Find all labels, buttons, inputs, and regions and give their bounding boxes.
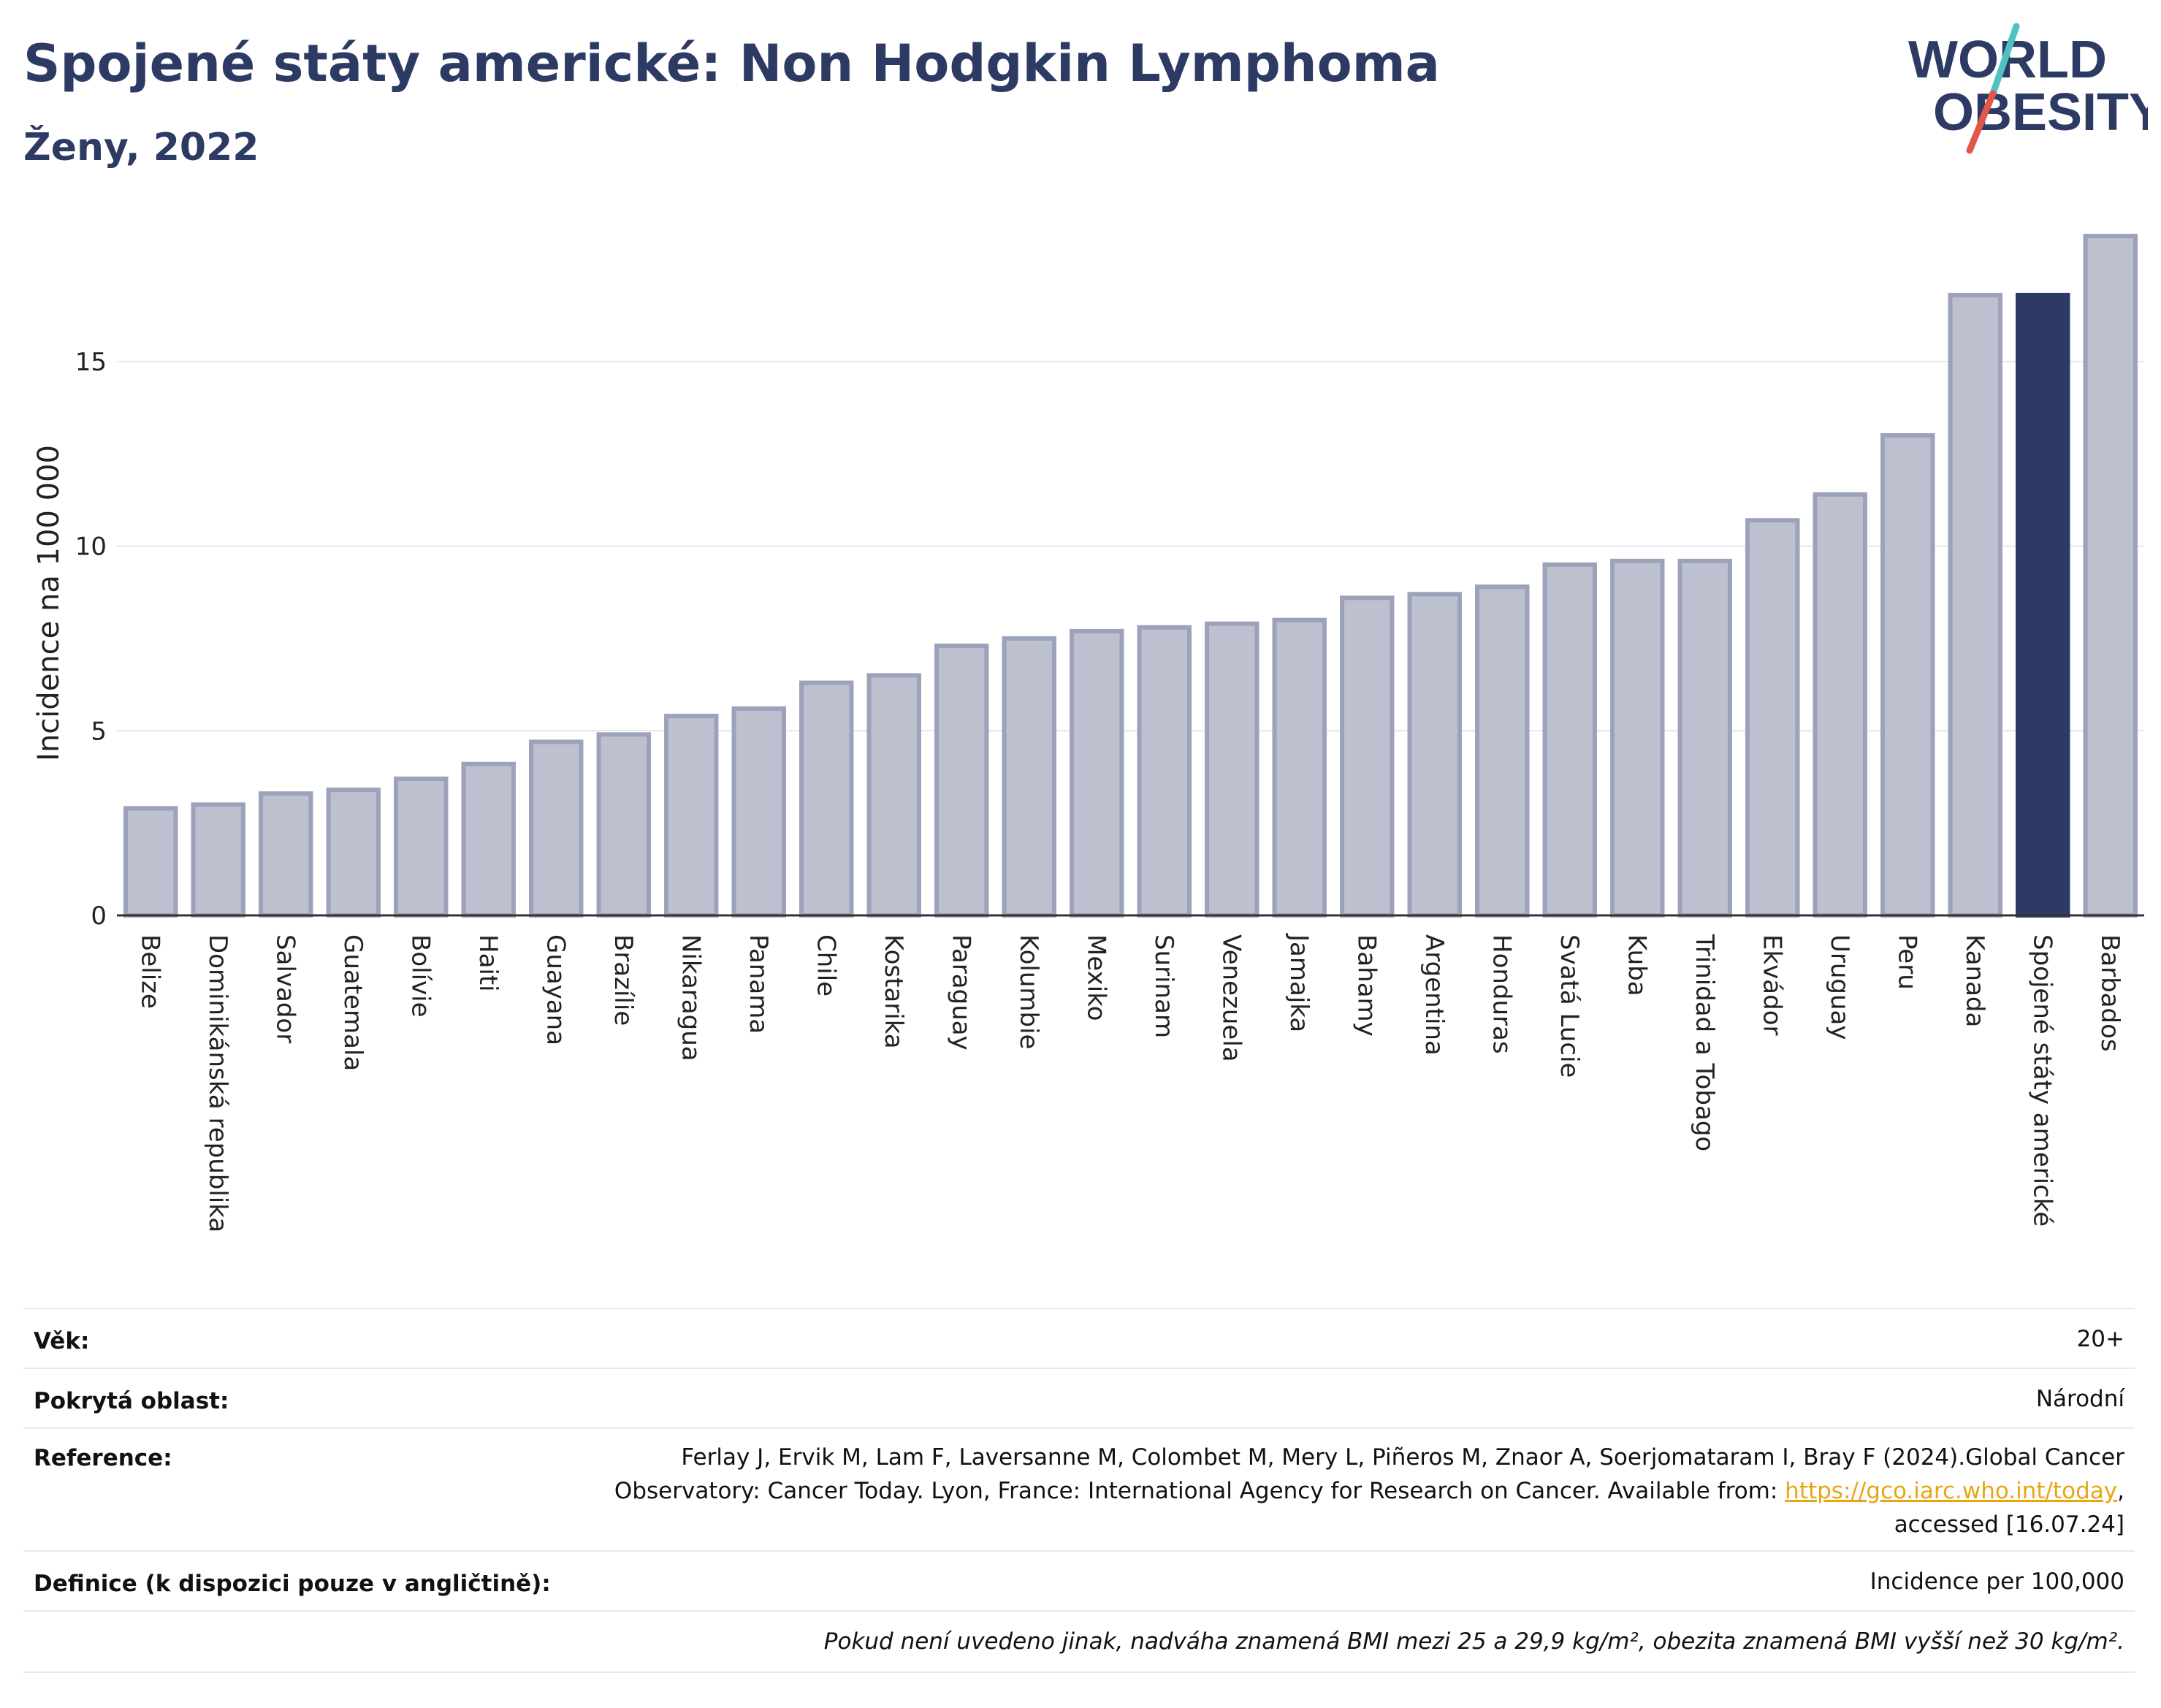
bar [259,791,313,918]
bar [664,714,719,918]
x-tick-label: Mexiko [1081,934,1110,1021]
bar [529,739,584,918]
bar [1880,432,1935,918]
x-tick-label: Peru [1892,934,1921,990]
x-tick-label: Paraguay [946,934,975,1051]
reference-line-2-suffix: , [2117,1478,2124,1504]
bar [326,788,381,918]
bar [1272,617,1327,918]
bar [2083,234,2138,918]
bar [1813,492,1867,918]
meta-row-note: Pokud není uvedeno jinak, nadváha znamen… [23,1610,2135,1673]
reference-value: Ferlay J, Ervik M, Lam F, Laversanne M, … [614,1441,2124,1541]
bar [1745,518,1800,918]
reference-line-3: accessed [16.07.24] [1894,1511,2124,1538]
x-tick-label: Bolívie [405,934,435,1018]
bar [1137,625,1192,918]
area-value: Národní [2035,1386,2124,1412]
x-tick-label: Brazílie [609,934,638,1026]
x-tick-label: Venezuela [1216,934,1246,1062]
y-tick-label: 0 [91,901,107,931]
y-tick-label: 5 [91,717,107,746]
y-tick-label: 15 [75,348,107,377]
category-labels: Belize Dominikánská republika Salvador Guat… [135,933,2124,1232]
x-tick-label: Chile [811,934,840,996]
bar [1340,595,1395,918]
bar [866,673,921,918]
reference-label: Reference: [34,1445,172,1471]
bar-highlight [2016,292,2070,918]
meta-row-reference: Reference: Ferlay J, Ervik M, Lam F, Lav… [23,1427,2135,1552]
logo-slash-teal [1989,23,2020,97]
x-tick-label: Argentina [1419,934,1449,1056]
x-tick-label: Barbados [2095,934,2124,1052]
x-tick-label: Kolumbie [1014,934,1043,1049]
bar [799,680,854,918]
bars [123,234,2138,918]
world-obesity-logo: WORLD OBESITY [1908,23,2148,154]
bmi-note: Pokud není uvedeno jinak, nadváha znamen… [823,1628,2124,1655]
x-tick-label: Belize [135,934,164,1009]
bar [934,644,989,918]
x-tick-label: Svatá Lucie [1555,934,1584,1078]
area-label: Pokrytá oblast: [34,1388,229,1414]
x-tick-label: Bahamy [1352,934,1381,1037]
x-tick-label: Nikaragua [676,934,705,1061]
x-tick-label: Trinidad a Tobago [1690,934,1719,1151]
metadata-table: Věk: 20+ Pokrytá oblast: Národní Referen… [23,1308,2135,1702]
reference-line-2-text: Observatory: Cancer Today. Lyon, France:… [614,1478,1785,1504]
bar [1475,584,1530,918]
bar [1407,592,1462,918]
x-tick-label: Guayana [541,934,570,1045]
logo-slash-red [1966,90,1997,154]
bar [394,777,449,918]
meta-row-definition: Definice (k dispozici pouze v angličtině… [23,1550,2135,1612]
x-tick-label: Guatemala [338,934,367,1071]
bar [123,806,178,918]
reference-line-2: Observatory: Cancer Today. Lyon, France:… [614,1474,2124,1508]
x-tick-label: Ekvádor [1757,934,1786,1036]
x-tick-label: Haiti [473,934,503,992]
bar [461,761,516,918]
bar [731,706,786,918]
x-tick-label: Kuba [1622,934,1651,996]
y-axis-label: Incidence na 100 000 [32,445,66,761]
reference-line-1: Ferlay J, Ervik M, Lam F, Laversanne M, … [681,1444,2124,1471]
x-tick-label: Uruguay [1825,934,1854,1040]
bar [1948,292,2002,918]
grid-lines [117,360,2144,732]
bar [1677,558,1732,918]
meta-row-area: Pokrytá oblast: Národní [23,1368,2135,1429]
page-title: Spojené státy americké: Non Hodgkin Lymp… [23,34,1440,94]
bar [1070,628,1124,918]
x-tick-label: Salvador [270,934,300,1043]
definition-label: Definice (k dispozici pouze v angličtině… [34,1571,551,1597]
reference-link[interactable]: https://gco.iarc.who.int/today [1785,1478,2118,1504]
definition-value: Incidence per 100,000 [1870,1568,2124,1595]
bar [1542,562,1597,918]
bar [596,732,651,918]
axes: 0 5 10 15 Incidence na 100 000 [32,348,2144,931]
x-tick-label: Surinam [1149,934,1178,1038]
bar [1002,636,1056,918]
bar-chart: 0 5 10 15 Incidence na 100 000 Belize Dominik… [32,234,2144,1232]
page-subtitle: Ženy, 2022 [23,126,259,169]
meta-row-age: Věk: 20+ [23,1308,2135,1369]
age-label: Věk: [34,1328,90,1354]
logo-text-obesity: OBESITY [1933,83,2148,142]
x-tick-label: Panama [744,934,773,1034]
x-tick-label: Jamajka [1284,933,1314,1032]
x-tick-label: Dominikánská republika [203,934,232,1232]
bar [191,802,245,918]
x-tick-label: Kostarika [879,934,908,1049]
bar [1205,621,1259,918]
x-tick-label: Honduras [1487,934,1516,1054]
bar [1610,558,1665,918]
y-tick-label: 10 [75,533,107,562]
x-tick-label: Kanada [1960,934,1989,1027]
age-value: 20+ [2076,1326,2124,1352]
x-tick-label: Spojené státy americké [2027,934,2057,1227]
